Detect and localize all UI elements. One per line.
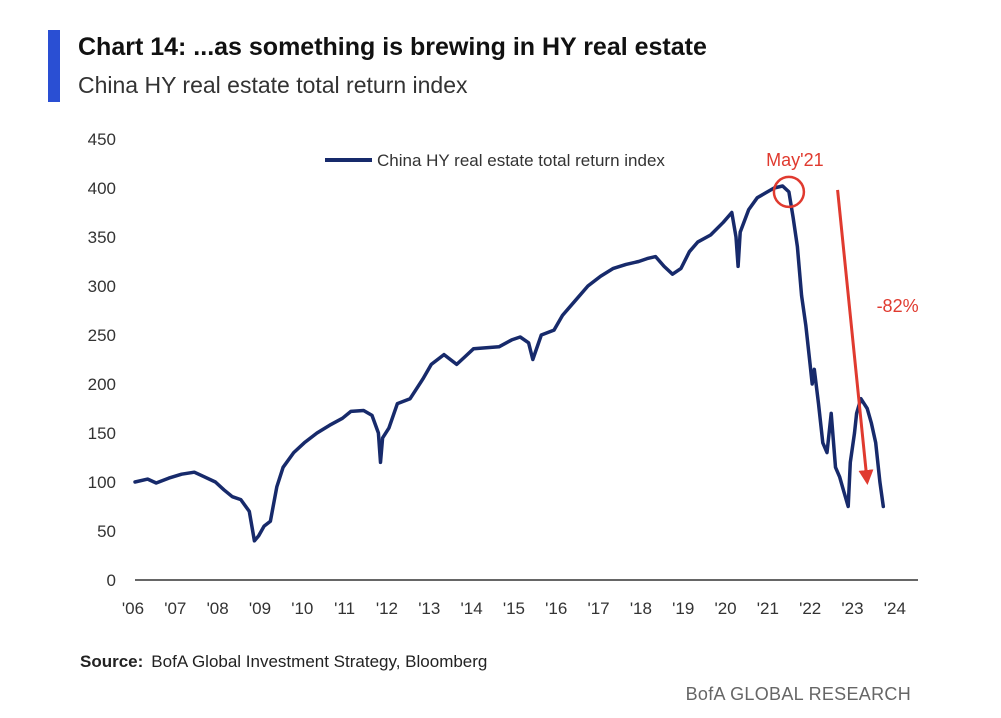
branding-text: BofA GLOBAL RESEARCH bbox=[685, 684, 911, 704]
x-tick-label: '08 bbox=[207, 599, 229, 618]
legend-label: China HY real estate total return index bbox=[377, 151, 665, 170]
legend: China HY real estate total return index bbox=[325, 151, 665, 170]
y-tick-label: 200 bbox=[88, 375, 116, 394]
x-tick-label: '21 bbox=[757, 599, 779, 618]
x-axis: '06 '07 '08 '09 '10 '11 '12 '13 '14 '15 '16 '17 '18 '… bbox=[122, 579, 918, 618]
y-axis: 0 50 100 150 200 250 300 350 400 450 bbox=[88, 130, 116, 590]
decline-label: -82% bbox=[877, 296, 919, 316]
x-tick-label: '07 bbox=[164, 599, 186, 618]
title-accent-bar bbox=[48, 30, 60, 102]
decline-arrow bbox=[836, 189, 874, 485]
x-tick-label: '18 bbox=[630, 599, 652, 618]
x-tick-label: '11 bbox=[334, 599, 355, 618]
x-tick-label: '20 bbox=[714, 599, 736, 618]
x-tick-label: '24 bbox=[884, 599, 906, 618]
series-line bbox=[133, 184, 886, 543]
annotation-layer: May'21 -82% bbox=[766, 150, 919, 485]
y-tick-label: 300 bbox=[88, 277, 116, 296]
x-tick-label: '17 bbox=[587, 599, 609, 618]
x-tick-label: '12 bbox=[376, 599, 398, 618]
source-note: Source: BofA Global Investment Strategy, … bbox=[80, 652, 487, 672]
y-tick-label: 350 bbox=[88, 228, 116, 247]
source-text: BofA Global Investment Strategy, Bloombe… bbox=[151, 652, 488, 671]
chart-subtitle: China HY real estate total return index bbox=[78, 72, 468, 98]
x-tick-label: '06 bbox=[122, 599, 144, 618]
peak-circle bbox=[772, 175, 806, 209]
x-tick-label: '19 bbox=[672, 599, 694, 618]
y-tick-label: 100 bbox=[88, 473, 116, 492]
x-tick-label: '15 bbox=[503, 599, 525, 618]
y-tick-label: 150 bbox=[88, 424, 116, 443]
source-label: Source: bbox=[80, 652, 144, 671]
y-tick-label: 400 bbox=[88, 179, 116, 198]
x-tick-label: '14 bbox=[461, 599, 483, 618]
y-tick-label: 250 bbox=[88, 326, 116, 345]
x-tick-label: '13 bbox=[418, 599, 440, 618]
x-tick-label: '23 bbox=[841, 599, 863, 618]
y-tick-label: 450 bbox=[88, 130, 116, 149]
peak-label: May'21 bbox=[766, 150, 823, 170]
x-tick-label: '10 bbox=[291, 599, 313, 618]
x-tick-label: '16 bbox=[545, 599, 567, 618]
x-tick-label: '22 bbox=[799, 599, 821, 618]
y-tick-label: 50 bbox=[97, 522, 116, 541]
x-tick-label: '09 bbox=[249, 599, 271, 618]
chart-title: Chart 14: ...as something is brewing in … bbox=[78, 33, 707, 61]
y-tick-label: 0 bbox=[107, 571, 116, 590]
series-layer bbox=[133, 184, 886, 543]
